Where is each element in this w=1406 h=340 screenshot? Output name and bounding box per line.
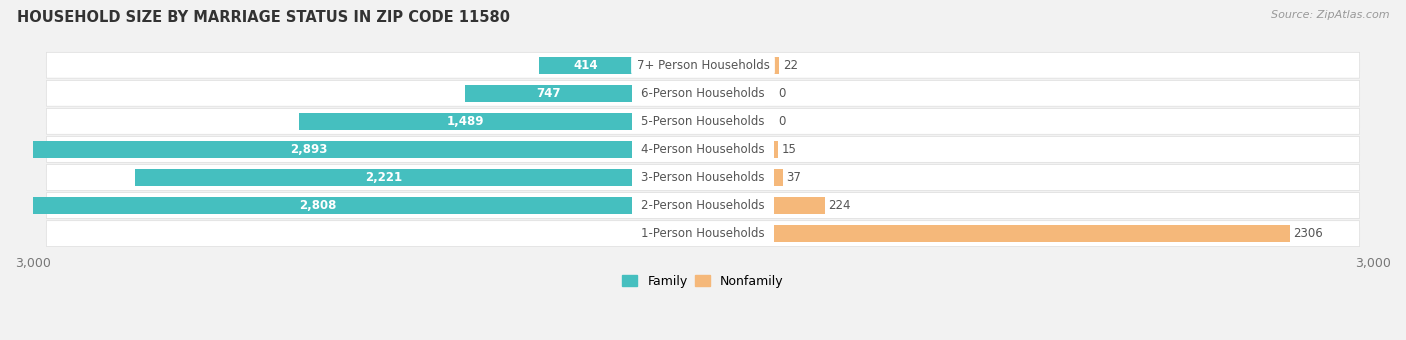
Bar [135, 169, 631, 186]
FancyBboxPatch shape [46, 80, 1360, 106]
FancyBboxPatch shape [46, 165, 1360, 190]
Legend: Family, Nonfamily: Family, Nonfamily [617, 270, 789, 293]
Text: 0: 0 [778, 87, 785, 100]
FancyBboxPatch shape [46, 221, 1360, 246]
Text: 6-Person Households: 6-Person Households [641, 87, 765, 100]
FancyBboxPatch shape [46, 52, 1360, 78]
Text: 747: 747 [536, 87, 561, 100]
Text: 2,808: 2,808 [299, 199, 336, 212]
Text: 414: 414 [574, 59, 598, 72]
FancyBboxPatch shape [46, 108, 1360, 134]
Text: HOUSEHOLD SIZE BY MARRIAGE STATUS IN ZIP CODE 11580: HOUSEHOLD SIZE BY MARRIAGE STATUS IN ZIP… [17, 10, 510, 25]
Text: 1,489: 1,489 [447, 115, 484, 128]
Text: 4-Person Households: 4-Person Households [641, 143, 765, 156]
Text: 22: 22 [783, 59, 797, 72]
Text: 5-Person Households: 5-Person Households [641, 115, 765, 128]
Bar [538, 56, 631, 74]
Bar [464, 85, 631, 102]
Text: 224: 224 [828, 199, 851, 212]
Bar [775, 169, 783, 186]
Bar [0, 141, 631, 158]
Bar [775, 56, 779, 74]
Text: 3-Person Households: 3-Person Households [641, 171, 765, 184]
Bar [299, 113, 631, 130]
Text: 2,893: 2,893 [290, 143, 328, 156]
Text: 2-Person Households: 2-Person Households [641, 199, 765, 212]
Text: 2,221: 2,221 [366, 171, 402, 184]
FancyBboxPatch shape [46, 193, 1360, 219]
Text: 7+ Person Households: 7+ Person Households [637, 59, 769, 72]
Text: 1-Person Households: 1-Person Households [641, 227, 765, 240]
Text: 15: 15 [782, 143, 796, 156]
Text: 37: 37 [786, 171, 801, 184]
FancyBboxPatch shape [46, 137, 1360, 162]
Bar [775, 225, 1289, 242]
Bar [4, 197, 631, 214]
Bar [775, 141, 778, 158]
Text: 2306: 2306 [1294, 227, 1323, 240]
Text: Source: ZipAtlas.com: Source: ZipAtlas.com [1271, 10, 1389, 20]
Text: 0: 0 [778, 115, 785, 128]
Bar [775, 197, 824, 214]
